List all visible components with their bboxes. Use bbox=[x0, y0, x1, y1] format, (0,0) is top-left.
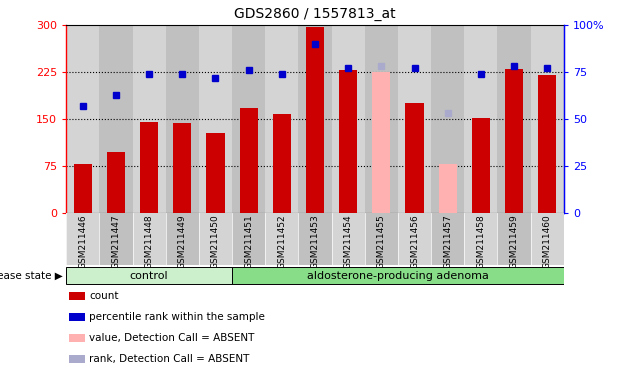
Bar bbox=[299, 213, 331, 265]
Text: GSM211451: GSM211451 bbox=[244, 215, 253, 270]
Bar bbox=[306, 28, 324, 213]
Bar bbox=[107, 152, 125, 213]
Bar bbox=[173, 123, 192, 213]
Bar bbox=[398, 25, 431, 213]
Text: GSM211454: GSM211454 bbox=[344, 215, 353, 269]
Title: GDS2860 / 1557813_at: GDS2860 / 1557813_at bbox=[234, 7, 396, 21]
Text: count: count bbox=[89, 291, 119, 301]
Text: rank, Detection Call = ABSENT: rank, Detection Call = ABSENT bbox=[89, 354, 250, 364]
Bar bbox=[538, 75, 556, 213]
Bar bbox=[232, 25, 265, 213]
Bar bbox=[365, 25, 398, 213]
Bar bbox=[331, 25, 365, 213]
Text: GSM211450: GSM211450 bbox=[211, 215, 220, 270]
Text: GSM211447: GSM211447 bbox=[112, 215, 120, 269]
Text: GSM211452: GSM211452 bbox=[277, 215, 286, 269]
Bar bbox=[472, 118, 490, 213]
Bar bbox=[398, 213, 431, 265]
Bar bbox=[265, 25, 299, 213]
Bar bbox=[232, 266, 564, 285]
Text: value, Detection Call = ABSENT: value, Detection Call = ABSENT bbox=[89, 333, 255, 343]
Bar bbox=[100, 213, 132, 265]
Bar bbox=[66, 213, 100, 265]
Text: GSM211455: GSM211455 bbox=[377, 215, 386, 270]
Bar bbox=[66, 266, 232, 285]
Bar bbox=[232, 213, 265, 265]
Text: GSM211449: GSM211449 bbox=[178, 215, 186, 269]
Text: GSM211457: GSM211457 bbox=[444, 215, 452, 270]
Bar bbox=[339, 70, 357, 213]
Text: percentile rank within the sample: percentile rank within the sample bbox=[89, 312, 265, 322]
Text: control: control bbox=[130, 270, 168, 281]
Bar bbox=[498, 213, 530, 265]
Bar bbox=[132, 213, 166, 265]
Bar bbox=[166, 25, 199, 213]
Bar bbox=[132, 25, 166, 213]
Text: GSM211453: GSM211453 bbox=[311, 215, 319, 270]
Bar bbox=[265, 213, 299, 265]
Bar bbox=[372, 72, 391, 213]
Bar bbox=[530, 213, 564, 265]
Bar bbox=[166, 213, 199, 265]
Bar bbox=[199, 25, 232, 213]
Text: GSM211458: GSM211458 bbox=[476, 215, 485, 270]
Bar bbox=[239, 108, 258, 213]
Bar bbox=[464, 25, 498, 213]
Bar bbox=[406, 103, 423, 213]
Text: GSM211460: GSM211460 bbox=[543, 215, 552, 270]
Text: GSM211459: GSM211459 bbox=[510, 215, 518, 270]
Bar bbox=[464, 213, 498, 265]
Bar bbox=[431, 25, 464, 213]
Bar bbox=[505, 69, 523, 213]
Bar bbox=[199, 213, 232, 265]
Bar bbox=[273, 114, 291, 213]
Text: disease state ▶: disease state ▶ bbox=[0, 270, 63, 281]
Bar bbox=[140, 122, 158, 213]
Bar bbox=[100, 25, 132, 213]
Text: GSM211446: GSM211446 bbox=[78, 215, 87, 269]
Text: GSM211456: GSM211456 bbox=[410, 215, 419, 270]
Bar bbox=[530, 25, 564, 213]
Bar bbox=[331, 213, 365, 265]
Text: aldosterone-producing adenoma: aldosterone-producing adenoma bbox=[307, 270, 489, 281]
Bar bbox=[438, 164, 457, 213]
Bar bbox=[431, 213, 464, 265]
Bar bbox=[299, 25, 331, 213]
Text: GSM211448: GSM211448 bbox=[145, 215, 154, 269]
Bar bbox=[74, 164, 92, 213]
Bar bbox=[66, 25, 100, 213]
Bar bbox=[498, 25, 530, 213]
Bar bbox=[365, 213, 398, 265]
Bar bbox=[207, 133, 224, 213]
